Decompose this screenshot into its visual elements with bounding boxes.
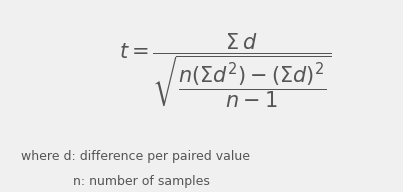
Text: where d: difference per paired value: where d: difference per paired value (21, 150, 250, 163)
Text: $t = \dfrac{\Sigma\, d}{\sqrt{\dfrac{n\left(\Sigma d^{2}\right)-\left(\Sigma d\r: $t = \dfrac{\Sigma\, d}{\sqrt{\dfrac{n\l… (119, 32, 332, 111)
Text: n: number of samples: n: number of samples (73, 175, 210, 188)
